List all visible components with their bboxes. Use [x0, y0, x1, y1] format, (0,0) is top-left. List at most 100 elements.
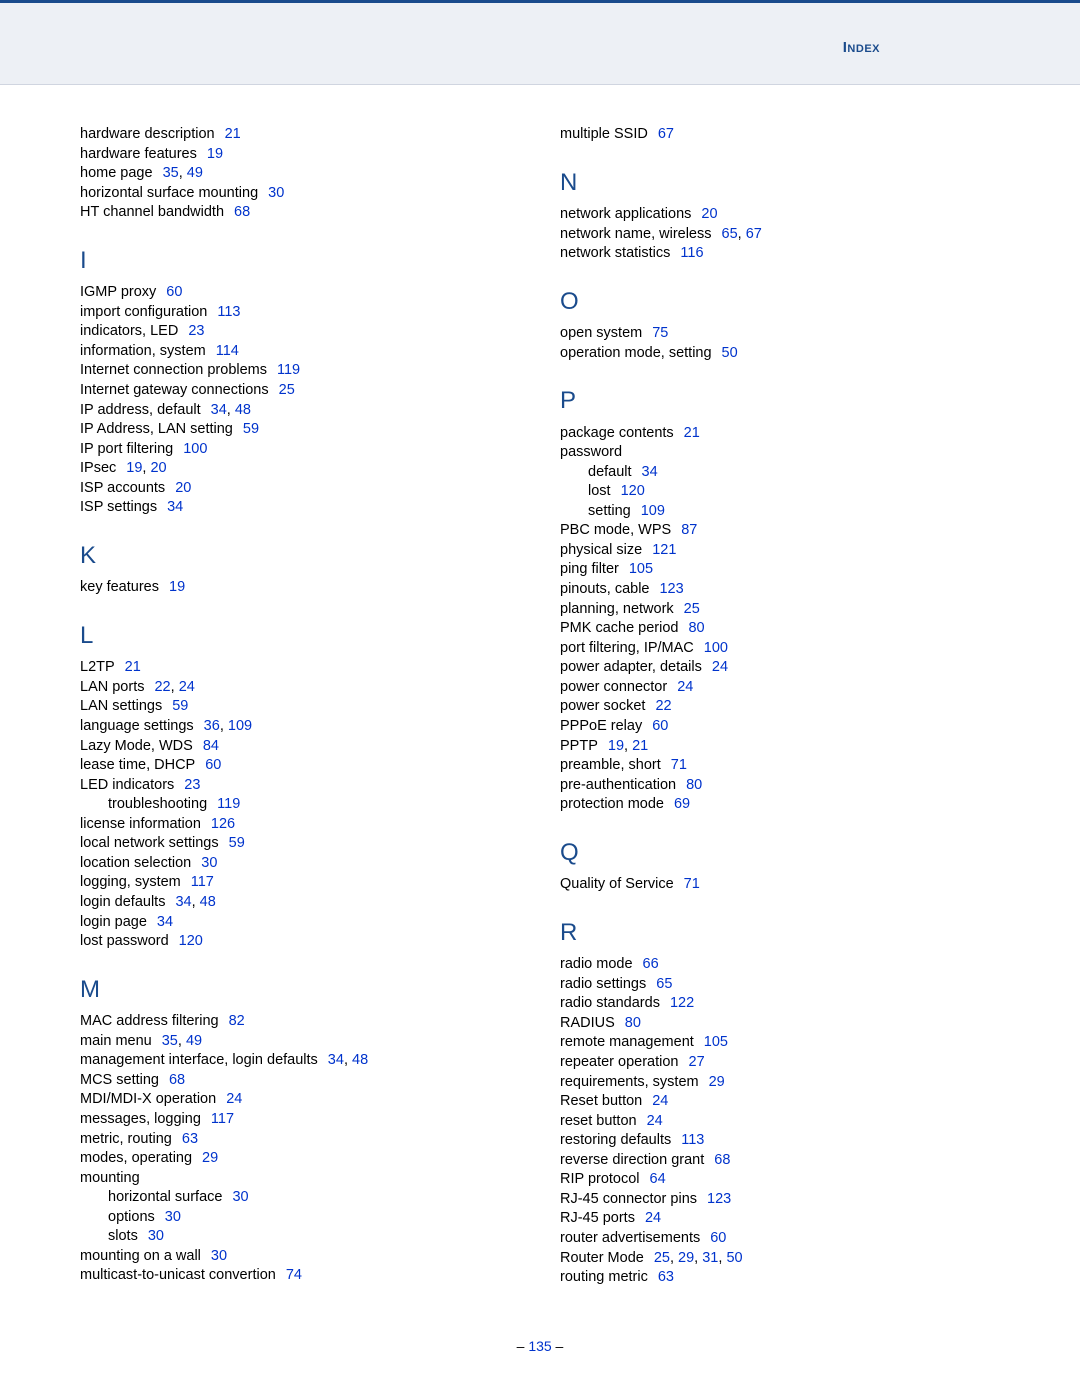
page-link[interactable]: 34 [642, 464, 658, 480]
page-link[interactable]: 80 [625, 1015, 641, 1031]
page-link[interactable]: 27 [689, 1054, 705, 1070]
page-number[interactable]: 135 [528, 1338, 551, 1354]
page-link[interactable]: 24 [179, 679, 195, 695]
page-link[interactable]: 119 [217, 796, 240, 812]
page-link[interactable]: 100 [183, 441, 207, 457]
page-link[interactable]: 69 [674, 796, 690, 812]
page-link[interactable]: 63 [658, 1269, 674, 1285]
page-link[interactable]: 122 [670, 995, 694, 1011]
page-link[interactable]: 29 [709, 1074, 725, 1090]
page-link[interactable]: 109 [641, 503, 665, 519]
page-link[interactable]: 71 [684, 876, 700, 892]
page-link[interactable]: 67 [658, 126, 674, 142]
page-link[interactable]: 80 [686, 777, 702, 793]
page-link[interactable]: 36 [204, 718, 220, 734]
page-link[interactable]: 113 [681, 1132, 704, 1148]
page-link[interactable]: 25 [279, 382, 295, 398]
page-link[interactable]: 117 [191, 874, 214, 890]
page-link[interactable]: 20 [701, 206, 717, 222]
page-link[interactable]: 123 [707, 1191, 731, 1207]
page-link[interactable]: 24 [226, 1091, 242, 1107]
page-link[interactable]: 63 [182, 1131, 198, 1147]
page-link[interactable]: 67 [746, 226, 762, 242]
page-link[interactable]: 23 [184, 777, 200, 793]
page-link[interactable]: 30 [201, 855, 217, 871]
page-link[interactable]: 87 [681, 522, 697, 538]
page-link[interactable]: 60 [205, 757, 221, 773]
page-link[interactable]: 24 [647, 1113, 663, 1129]
page-link[interactable]: 23 [188, 323, 204, 339]
page-link[interactable]: 126 [211, 816, 235, 832]
page-link[interactable]: 65 [656, 976, 672, 992]
page-link[interactable]: 80 [688, 620, 704, 636]
page-link[interactable]: 21 [684, 425, 700, 441]
page-link[interactable]: 30 [148, 1228, 164, 1244]
page-link[interactable]: 22 [154, 679, 170, 695]
page-link[interactable]: 100 [704, 640, 728, 656]
page-link[interactable]: 117 [211, 1111, 234, 1127]
page-link[interactable]: 59 [243, 421, 259, 437]
page-link[interactable]: 48 [352, 1052, 368, 1068]
page-link[interactable]: 29 [678, 1250, 694, 1266]
page-link[interactable]: 35 [163, 165, 179, 181]
page-link[interactable]: 19 [207, 146, 223, 162]
page-link[interactable]: 34 [167, 499, 183, 515]
page-link[interactable]: 21 [125, 659, 141, 675]
page-link[interactable]: 50 [722, 345, 738, 361]
page-link[interactable]: 48 [200, 894, 216, 910]
page-link[interactable]: 31 [702, 1250, 718, 1266]
page-link[interactable]: 59 [229, 835, 245, 851]
page-link[interactable]: 59 [172, 698, 188, 714]
page-link[interactable]: 21 [225, 126, 241, 142]
page-link[interactable]: 19 [608, 738, 624, 754]
page-link[interactable]: 109 [228, 718, 252, 734]
page-link[interactable]: 114 [216, 343, 239, 359]
page-link[interactable]: 24 [712, 659, 728, 675]
page-link[interactable]: 119 [277, 362, 300, 378]
page-link[interactable]: 29 [202, 1150, 218, 1166]
page-link[interactable]: 22 [655, 698, 671, 714]
page-link[interactable]: 24 [645, 1210, 661, 1226]
page-link[interactable]: 25 [684, 601, 700, 617]
page-link[interactable]: 68 [234, 204, 250, 220]
page-link[interactable]: 21 [632, 738, 648, 754]
page-link[interactable]: 19 [126, 460, 142, 476]
page-link[interactable]: 49 [186, 1033, 202, 1049]
page-link[interactable]: 34 [175, 894, 191, 910]
page-link[interactable]: 71 [671, 757, 687, 773]
page-link[interactable]: 68 [169, 1072, 185, 1088]
page-link[interactable]: 24 [677, 679, 693, 695]
page-link[interactable]: 24 [652, 1093, 668, 1109]
page-link[interactable]: 30 [165, 1209, 181, 1225]
page-link[interactable]: 20 [175, 480, 191, 496]
page-link[interactable]: 82 [229, 1013, 245, 1029]
page-link[interactable]: 30 [211, 1248, 227, 1264]
page-link[interactable]: 105 [629, 561, 653, 577]
page-link[interactable]: 120 [621, 483, 645, 499]
page-link[interactable]: 30 [268, 185, 284, 201]
page-link[interactable]: 74 [286, 1267, 302, 1283]
page-link[interactable]: 113 [217, 304, 240, 320]
page-link[interactable]: 60 [652, 718, 668, 734]
page-link[interactable]: 123 [659, 581, 683, 597]
page-link[interactable]: 20 [150, 460, 166, 476]
page-link[interactable]: 30 [232, 1189, 248, 1205]
page-link[interactable]: 25 [654, 1250, 670, 1266]
page-link[interactable]: 64 [650, 1171, 666, 1187]
page-link[interactable]: 66 [643, 956, 659, 972]
page-link[interactable]: 50 [726, 1250, 742, 1266]
page-link[interactable]: 60 [710, 1230, 726, 1246]
page-link[interactable]: 35 [162, 1033, 178, 1049]
page-link[interactable]: 49 [187, 165, 203, 181]
page-link[interactable]: 84 [203, 738, 219, 754]
page-link[interactable]: 65 [722, 226, 738, 242]
page-link[interactable]: 121 [652, 542, 676, 558]
page-link[interactable]: 34 [157, 914, 173, 930]
page-link[interactable]: 48 [235, 402, 251, 418]
page-link[interactable]: 34 [211, 402, 227, 418]
page-link[interactable]: 68 [714, 1152, 730, 1168]
page-link[interactable]: 19 [169, 579, 185, 595]
page-link[interactable]: 60 [166, 284, 182, 300]
page-link[interactable]: 75 [652, 325, 668, 341]
page-link[interactable]: 105 [704, 1034, 728, 1050]
